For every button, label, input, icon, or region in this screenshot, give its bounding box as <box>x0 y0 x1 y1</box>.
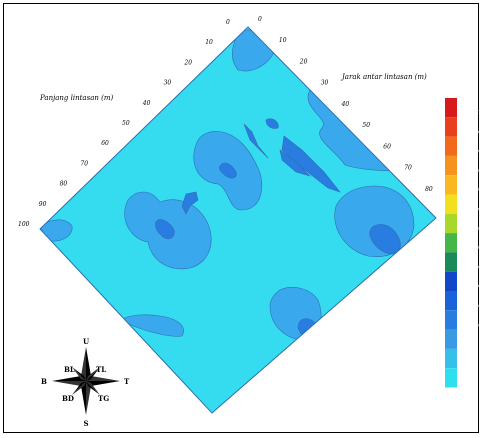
left-tick-30: 30 <box>164 80 172 87</box>
right-tick-10: 10 <box>279 37 287 44</box>
left-tick-100: 100 <box>18 221 30 228</box>
compass-south: S <box>83 419 88 428</box>
legend-swatch <box>445 348 457 369</box>
legend-label: 90000 Ωm <box>458 129 482 135</box>
left-axis-ticks: 0 10 20 30 40 50 60 70 80 90 100 <box>18 19 230 228</box>
left-tick-80: 80 <box>60 181 68 188</box>
legend-label: 30000 Ωm <box>458 245 482 251</box>
legend-swatch <box>445 213 457 234</box>
left-tick-0: 0 <box>226 19 230 26</box>
anomaly-core-right <box>369 224 401 255</box>
legend-swatch <box>445 194 457 214</box>
legend-swatch <box>445 368 457 388</box>
anomaly-left-corner <box>40 219 73 242</box>
right-tick-20: 20 <box>299 58 308 65</box>
legend-label: 50000 Ωm <box>458 207 482 213</box>
compass-east: T <box>124 377 130 386</box>
legend-label: 10 Ωm <box>458 361 473 367</box>
legend-swatch <box>445 271 457 291</box>
compass-rose: U S T B BL TL BD TG <box>41 337 130 428</box>
legend-label: 1 Ωm <box>458 380 470 386</box>
right-axis-title: Jarak antar lintasan (m) <box>340 73 427 81</box>
legend-swatch <box>445 98 457 118</box>
left-axis-title: Panjang lintasan (m) <box>39 94 113 102</box>
legend-swatch <box>445 175 457 195</box>
compass-west: B <box>41 377 47 386</box>
legend-label: 5000 Ωm <box>458 303 479 309</box>
legend-swatch <box>445 233 457 253</box>
legend-swatch <box>445 310 457 330</box>
left-tick-50: 50 <box>122 120 130 127</box>
anomaly-streak-4 <box>279 149 312 177</box>
left-tick-20: 20 <box>183 59 192 66</box>
legend-swatch <box>445 136 457 156</box>
legend-label: 10000 Ωm <box>458 284 482 290</box>
legend-label: 80000 Ωm <box>458 149 482 155</box>
anomaly-streak-1 <box>243 123 269 159</box>
left-tick-90: 90 <box>39 201 47 208</box>
left-tick-60: 60 <box>101 140 109 147</box>
legend-label: 40000 Ωm <box>457 226 482 232</box>
left-tick-40: 40 <box>142 100 151 107</box>
legend-swatch <box>445 155 457 176</box>
left-tick-70: 70 <box>80 160 88 167</box>
right-tick-30: 30 <box>321 80 329 87</box>
compass-north: U <box>83 337 89 346</box>
compass-southeast: TG <box>98 394 109 403</box>
anomaly-streak-2 <box>265 118 279 129</box>
anomaly-streak-3 <box>281 135 341 193</box>
compass-northeast: TL <box>96 365 106 374</box>
right-tick-50: 50 <box>362 122 370 129</box>
right-tick-0: 0 <box>258 16 262 23</box>
legend-label: 70000 Ωm <box>458 168 482 174</box>
map-outline <box>39 26 437 414</box>
legend-label: 1000 Ωm <box>458 322 479 328</box>
compass-northwest: BL <box>64 365 75 374</box>
right-tick-40: 40 <box>341 101 350 108</box>
right-tick-60: 60 <box>383 143 391 150</box>
left-tick-10: 10 <box>205 39 213 46</box>
legend-label: 100 Ωm <box>458 342 476 348</box>
legend-swatch <box>445 117 457 137</box>
right-tick-80: 80 <box>425 186 433 193</box>
color-legend: 100000 Ωm 90000 Ωm 80000 Ωm 70000 Ωm 60000 Ω… <box>445 98 484 388</box>
legend-label: 100000 Ωm <box>458 110 484 116</box>
anomaly-bottom-left <box>119 314 184 337</box>
anomaly-core-left <box>155 219 175 240</box>
anomaly-dot <box>181 191 199 215</box>
compass-southwest: BD <box>62 394 74 403</box>
anomaly-core-center <box>219 162 237 179</box>
legend-label: 60000 Ωm <box>458 187 482 193</box>
legend-swatch <box>445 329 457 349</box>
legend-swatch <box>445 291 457 311</box>
right-tick-70: 70 <box>404 165 412 172</box>
legend-swatch <box>445 252 457 272</box>
anomaly-core-lower <box>297 318 316 337</box>
legend-label: 20000 Ωm <box>457 264 482 270</box>
